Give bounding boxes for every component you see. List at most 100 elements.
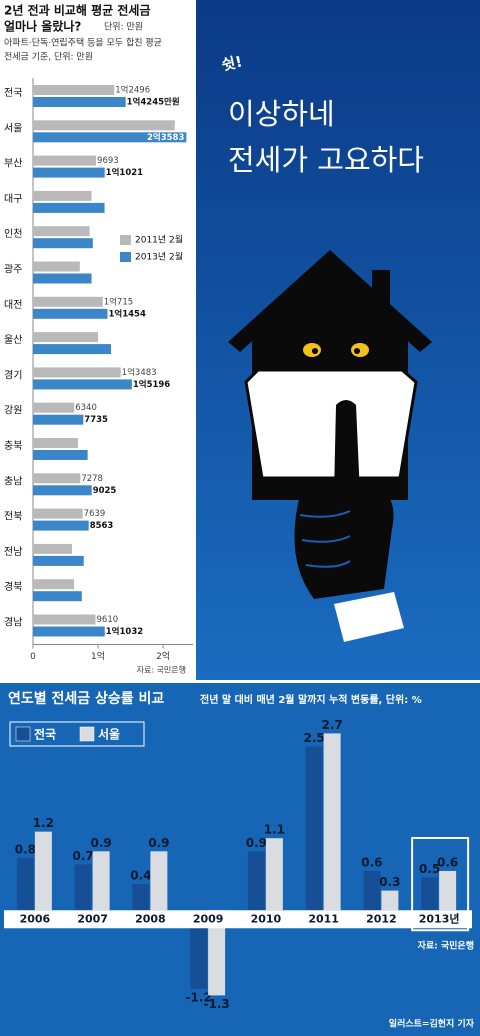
bar: [305, 746, 323, 911]
bar: [33, 261, 80, 272]
bar: [33, 367, 121, 378]
value-label: 7735: [84, 415, 108, 425]
value-label: 1.2: [33, 816, 54, 830]
bar: [132, 884, 150, 911]
bar: [33, 155, 97, 166]
subtitle: 전년 말 대비 매년 2월 말까지 누적 변동률, 단위: %: [200, 693, 422, 706]
value-label: 6340: [75, 403, 97, 413]
x-tick-label: 2010: [251, 912, 282, 925]
value-label: 2.7: [321, 718, 342, 732]
value-label: 0.6: [361, 855, 382, 869]
value-label: 9025: [93, 486, 117, 496]
value-label: 0.6: [437, 855, 458, 869]
subtitle: 전세금 기준, 단위: 만원: [4, 52, 93, 63]
value-label: -1.2: [186, 990, 212, 1004]
category-label: 광주: [4, 264, 22, 276]
bar: [33, 591, 82, 602]
bar: [16, 857, 34, 911]
bar: [421, 877, 439, 911]
bar: [33, 97, 126, 107]
bar: [33, 332, 99, 343]
value-label: 0.3: [379, 875, 400, 889]
value-label: 1억715: [104, 296, 133, 307]
divider: [0, 680, 480, 683]
bar: [439, 870, 457, 911]
x-tick-label: 2억: [156, 650, 170, 662]
value-label: 1억5196: [133, 379, 170, 390]
category-label: 전남: [4, 546, 22, 558]
value-label: 1억2496: [115, 85, 150, 96]
category-label: 강원: [4, 405, 22, 417]
headline: 전세가 고요하다: [228, 143, 424, 177]
bar: [33, 485, 92, 496]
x-tick-label: 2008: [135, 912, 166, 925]
bar: [33, 508, 83, 519]
value-label: 9693: [97, 156, 119, 166]
unit: 단위: 만원: [104, 22, 143, 33]
bar: [74, 864, 92, 911]
value-label: 2억3583: [147, 132, 184, 143]
value-label: 8563: [90, 521, 114, 531]
bar: [33, 202, 105, 213]
legend-label: 서울: [98, 727, 120, 742]
bar: [33, 520, 89, 531]
bar: [33, 614, 96, 625]
x-tick-label: 1억: [91, 650, 105, 662]
bar: [33, 238, 93, 249]
value-label: 9610: [97, 615, 119, 625]
bar: [190, 910, 208, 989]
bar: [33, 190, 92, 201]
highlight-box: [411, 837, 470, 932]
bar: [265, 838, 283, 911]
legend-swatch: [15, 726, 31, 742]
category-label: 부산: [4, 158, 22, 170]
category-label: 서울: [4, 122, 22, 134]
category-label: 전북: [4, 511, 22, 523]
value-label: 0.9: [246, 836, 267, 850]
bar: [33, 273, 92, 284]
bar: [247, 851, 265, 911]
headline: 이상하네: [228, 97, 335, 131]
bar: [33, 414, 84, 425]
bar: [33, 450, 88, 460]
value-label: 1억1454: [108, 308, 145, 319]
source: 자료: 국민은행: [418, 940, 474, 952]
legend-swatch: [120, 235, 131, 245]
value-label: 2.5: [303, 731, 324, 745]
x-tick-label: 2009: [193, 912, 224, 925]
value-label: 0.9: [90, 836, 111, 850]
category-label: 경남: [4, 616, 22, 629]
x-tick-label: 2006: [20, 912, 51, 925]
bar: [33, 379, 132, 390]
category-label: 인천: [4, 228, 22, 240]
chart-title: 얼마나 올랐나?: [4, 19, 81, 34]
value-label: 7639: [84, 509, 106, 519]
bar: [33, 296, 103, 307]
bar: [323, 733, 341, 911]
source: 자료: 국민은행: [137, 665, 186, 675]
value-label: 0.5: [419, 862, 440, 876]
x-tick-label: 2011: [308, 912, 339, 925]
credit: 일러스트=김현지 기자: [389, 1018, 475, 1030]
category-label: 대구: [4, 193, 22, 205]
value-label: 0.9: [148, 836, 169, 850]
value-label: 1억3483: [122, 367, 157, 378]
legend-label: 2011년 2월: [135, 234, 183, 246]
bar: [150, 851, 168, 911]
value-label: 1억1032: [106, 626, 143, 637]
value-label: 1.1: [264, 823, 285, 837]
bar: [33, 543, 73, 554]
category-label: 경북: [4, 580, 22, 593]
category-label: 전국: [4, 87, 22, 99]
bar: [92, 851, 110, 911]
value-label: -1.3: [204, 997, 230, 1011]
x-tick-label: 2012: [366, 912, 397, 925]
bar: [363, 870, 381, 911]
house-illustration: [228, 250, 432, 642]
subtitle: 아파트·단독·연립주택 등을 모두 합친 평균: [4, 38, 162, 49]
bar: [381, 890, 399, 911]
value-label: 7278: [81, 474, 103, 484]
category-label: 충남: [4, 475, 22, 487]
chart-title: 연도별 전세금 상승률 비교: [8, 690, 164, 707]
